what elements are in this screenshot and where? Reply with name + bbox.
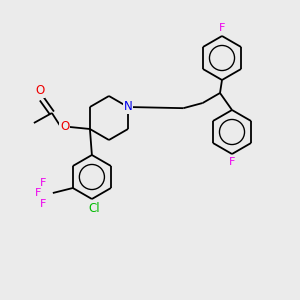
Text: Cl: Cl <box>88 202 100 215</box>
Text: F: F <box>40 178 46 188</box>
Text: F: F <box>40 199 46 209</box>
Text: F: F <box>229 157 235 167</box>
Text: O: O <box>60 121 70 134</box>
Text: N: N <box>124 100 132 113</box>
Text: F: F <box>219 23 225 33</box>
Text: F: F <box>35 188 41 198</box>
Text: O: O <box>35 85 44 98</box>
